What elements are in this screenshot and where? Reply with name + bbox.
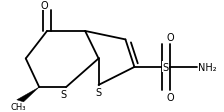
Text: O: O [166,32,174,42]
Text: S: S [61,89,67,99]
Text: O: O [166,93,174,102]
Text: O: O [41,1,49,11]
Text: NH₂: NH₂ [198,62,217,72]
Text: CH₃: CH₃ [10,102,26,111]
Text: S: S [95,87,102,97]
Polygon shape [17,87,39,102]
Text: S: S [163,62,169,72]
